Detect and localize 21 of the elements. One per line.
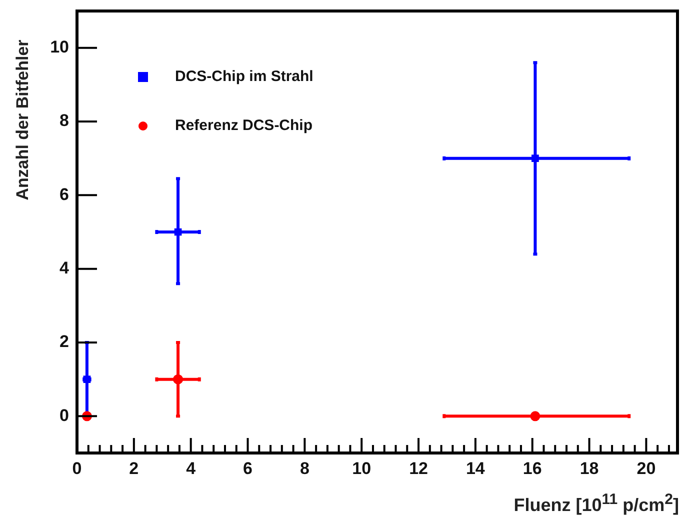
- y-tick-label: 8: [60, 111, 69, 130]
- legend-label: Referenz DCS-Chip: [175, 117, 313, 134]
- x-tick-label: 8: [300, 459, 310, 478]
- y-tick-label: 10: [50, 38, 69, 57]
- y-tick-label: 0: [60, 406, 69, 425]
- x-tick-label: 12: [409, 459, 428, 478]
- y-tick-label: 2: [60, 332, 69, 352]
- x-tick-label: 6: [243, 459, 252, 478]
- x-tick-label: 2: [129, 459, 139, 478]
- x-tick-label: 10: [352, 459, 372, 478]
- x-axis-title: Fluenz [10$^{11}$ p/cm$^{2}$]: [514, 491, 679, 516]
- y-axis-title: Anzahl der Bitfehler: [13, 38, 33, 202]
- x-tick-label: 14: [466, 459, 486, 478]
- x-tick-label: 4: [186, 459, 196, 478]
- x-tick-label: 20: [636, 459, 656, 478]
- y-tick-label: 6: [60, 184, 69, 204]
- y-tick-label: 4: [60, 258, 70, 278]
- x-tick-label: 0: [72, 459, 82, 478]
- x-tick-label: 18: [580, 459, 599, 478]
- legend-label: DCS-Chip im Strahl: [175, 68, 314, 86]
- x-tick-label: 16: [522, 459, 542, 478]
